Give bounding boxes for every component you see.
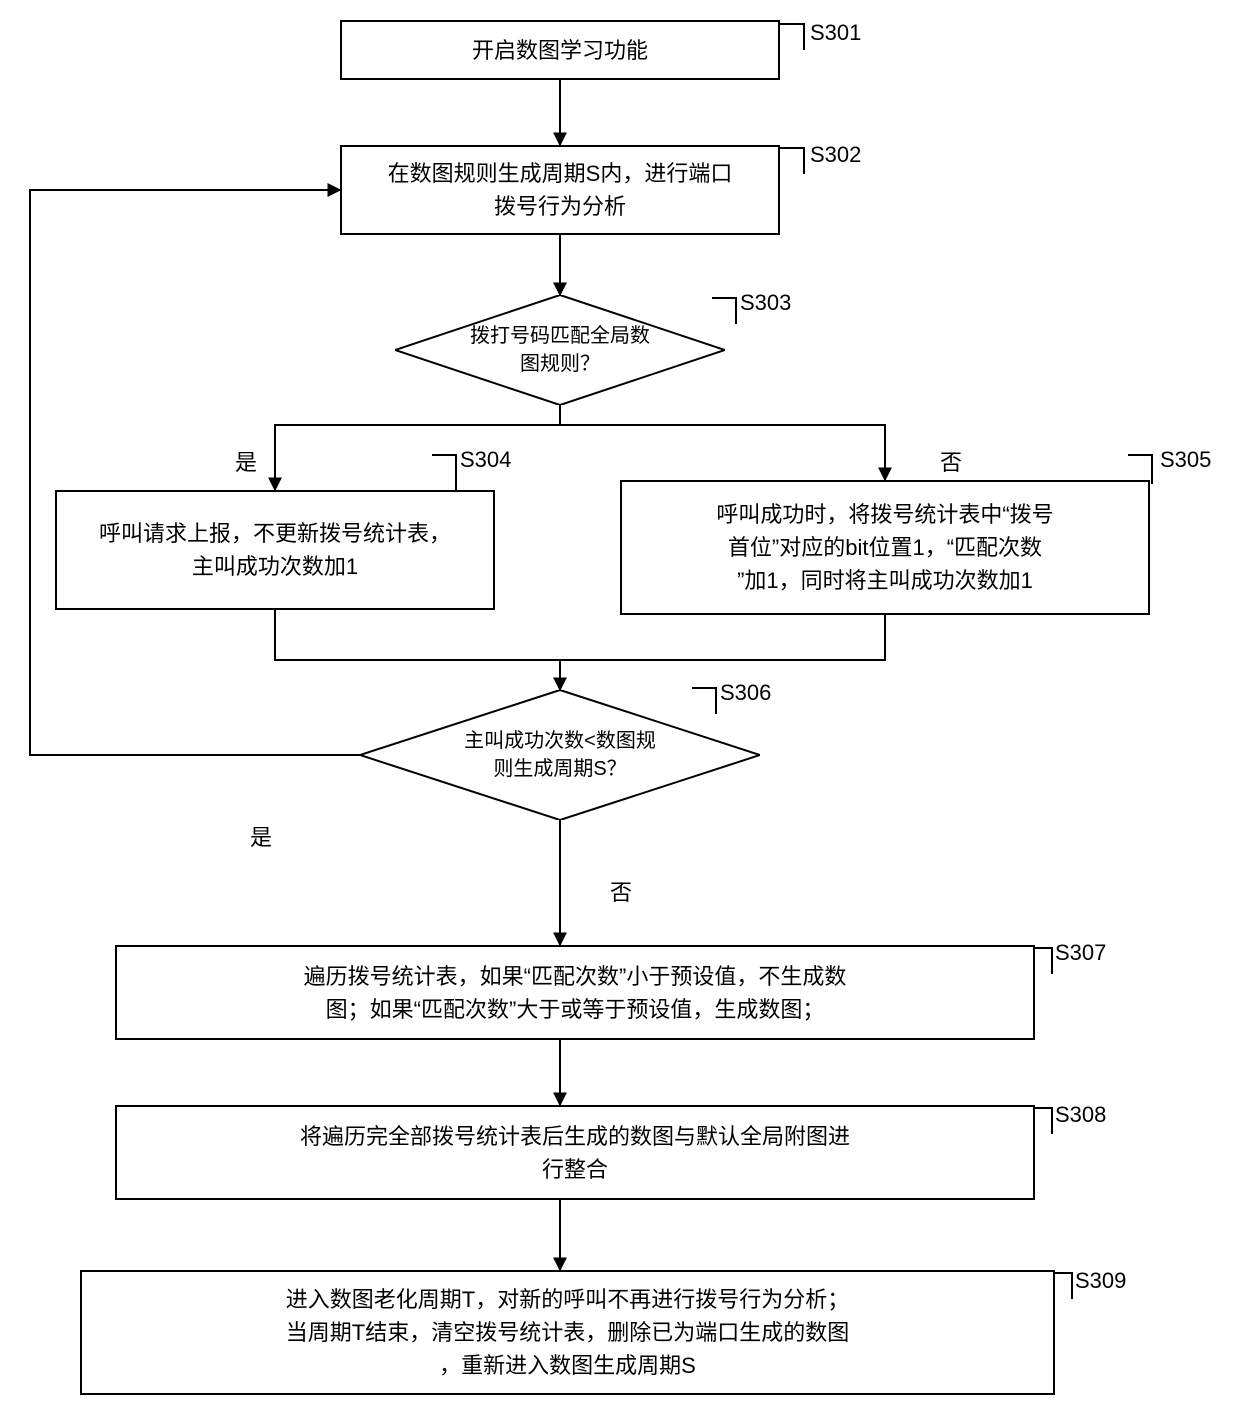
- step-label-s307: S307: [1055, 940, 1106, 966]
- node-s309: 进入数图老化周期T，对新的呼叫不再进行拨号行为分析； 当周期T结束，清空拨号统计…: [80, 1270, 1055, 1395]
- step-text: S306: [720, 680, 771, 705]
- step-text: S308: [1055, 1102, 1106, 1127]
- step-text: S302: [810, 142, 861, 167]
- step-text: S309: [1075, 1268, 1126, 1293]
- edge-text: 否: [940, 450, 962, 475]
- step-label-s304: S304: [460, 447, 511, 473]
- node-s302: 在数图规则生成周期S内，进行端口 拨号行为分析: [340, 145, 780, 235]
- edge-label-s303-no: 否: [940, 445, 962, 477]
- node-text: 呼叫成功时，将拨号统计表中“拨号 首位”对应的bit位置1，“匹配次数 ”加1，…: [716, 498, 1053, 597]
- edge-label-s306-yes: 是: [250, 820, 272, 852]
- step-label-s306: S306: [720, 680, 771, 706]
- node-s301: 开启数图学习功能: [340, 20, 780, 80]
- step-text: S301: [810, 20, 861, 45]
- edge-label-s306-no: 否: [610, 875, 632, 907]
- node-s306: 主叫成功次数<数图规 则生成周期S？: [360, 690, 760, 820]
- node-s304: 呼叫请求上报，不更新拨号统计表， 主叫成功次数加1: [55, 490, 495, 610]
- node-text: 拨打号码匹配全局数 图规则？: [470, 322, 650, 378]
- node-s308: 将遍历完全部拨号统计表后生成的数图与默认全局附图进 行整合: [115, 1105, 1035, 1200]
- step-text: S303: [740, 290, 791, 315]
- node-text: 主叫成功次数<数图规 则生成周期S？: [464, 727, 656, 783]
- edge-text: 否: [610, 880, 632, 905]
- node-text: 遍历拨号统计表，如果“匹配次数”小于预设值，不生成数 图；如果“匹配次数”大于或…: [304, 960, 847, 1026]
- step-label-s308: S308: [1055, 1102, 1106, 1128]
- step-label-s305: S305: [1160, 447, 1211, 473]
- step-label-s301: S301: [810, 20, 861, 46]
- step-label-s302: S302: [810, 142, 861, 168]
- step-text: S304: [460, 447, 511, 472]
- node-text: 呼叫请求上报，不更新拨号统计表， 主叫成功次数加1: [99, 517, 451, 583]
- node-s307: 遍历拨号统计表，如果“匹配次数”小于预设值，不生成数 图；如果“匹配次数”大于或…: [115, 945, 1035, 1040]
- step-text: S307: [1055, 940, 1106, 965]
- node-text: 开启数图学习功能: [472, 34, 648, 67]
- node-s305: 呼叫成功时，将拨号统计表中“拨号 首位”对应的bit位置1，“匹配次数 ”加1，…: [620, 480, 1150, 615]
- step-text: S305: [1160, 447, 1211, 472]
- edge-text: 是: [235, 450, 257, 475]
- node-text: 将遍历完全部拨号统计表后生成的数图与默认全局附图进 行整合: [300, 1120, 850, 1186]
- step-label-s309: S309: [1075, 1268, 1126, 1294]
- node-text: 进入数图老化周期T，对新的呼叫不再进行拨号行为分析； 当周期T结束，清空拨号统计…: [286, 1283, 849, 1382]
- node-text: 在数图规则生成周期S内，进行端口 拨号行为分析: [388, 157, 733, 223]
- edge-label-s303-yes: 是: [235, 445, 257, 477]
- edge-text: 是: [250, 825, 272, 850]
- node-s303: 拨打号码匹配全局数 图规则？: [395, 295, 725, 405]
- step-label-s303: S303: [740, 290, 791, 316]
